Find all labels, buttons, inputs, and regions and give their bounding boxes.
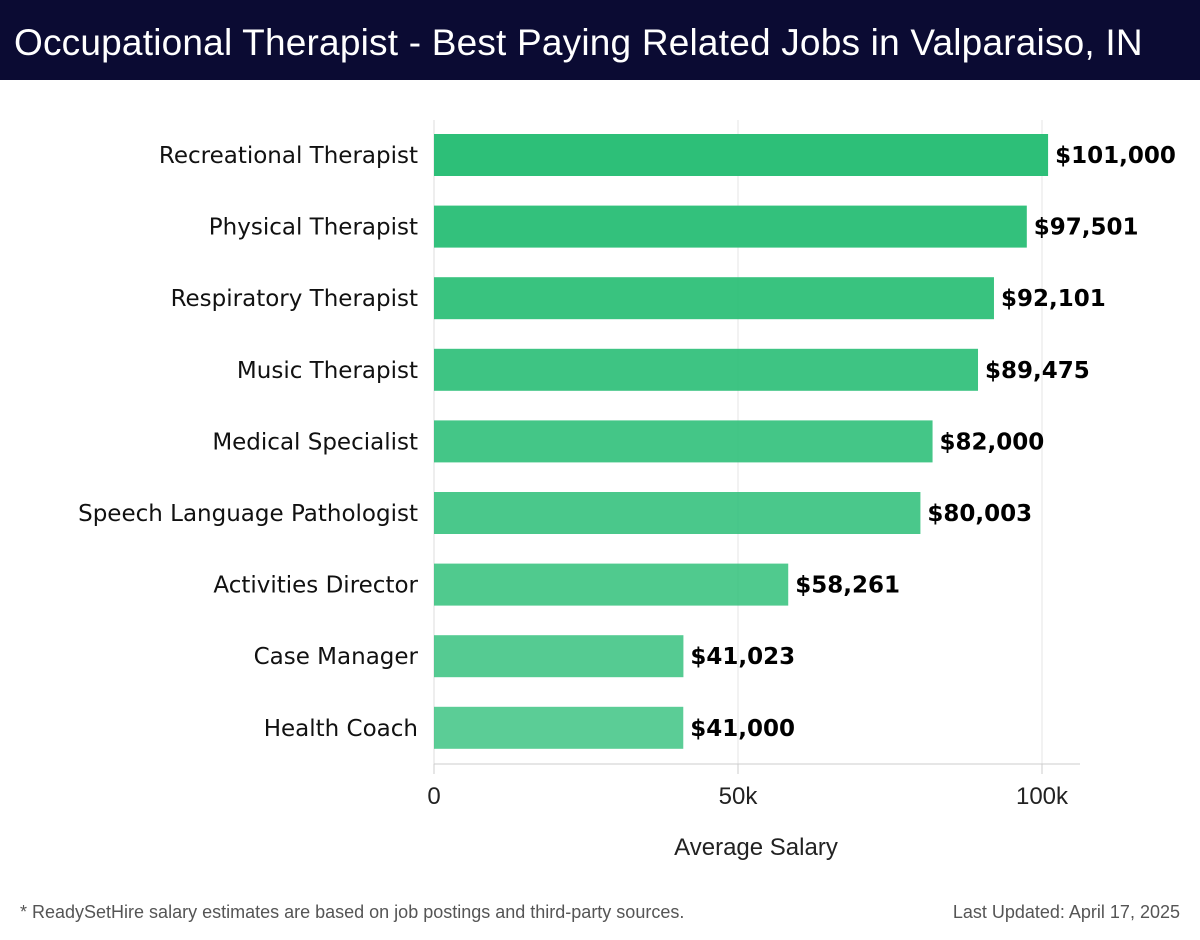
category-label: Respiratory Therapist — [171, 286, 418, 312]
category-label: Recreational Therapist — [159, 143, 418, 169]
chart-title: Occupational Therapist - Best Paying Rel… — [14, 22, 1143, 63]
x-tick-label: 0 — [427, 783, 440, 810]
bar — [434, 635, 684, 678]
bar — [434, 277, 994, 320]
bars — [434, 134, 1049, 749]
value-label: $58,261 — [795, 573, 900, 599]
category-label: Activities Director — [213, 573, 418, 599]
value-label: $41,023 — [690, 644, 795, 670]
bar — [434, 492, 921, 534]
chart-header: Occupational Therapist - Best Paying Rel… — [0, 0, 1200, 80]
category-label: Speech Language Pathologist — [78, 501, 418, 527]
bar — [434, 205, 1027, 248]
value-label: $97,501 — [1034, 215, 1139, 241]
x-tick-label: 100k — [1016, 783, 1069, 810]
bar — [434, 134, 1049, 176]
category-label: Physical Therapist — [209, 215, 418, 241]
footer-note: * ReadySetHire salary estimates are base… — [20, 902, 685, 922]
category-label: Case Manager — [254, 644, 419, 670]
value-label: $41,000 — [690, 716, 795, 742]
bar — [434, 706, 684, 749]
labels: 0 50k 100k Recreational Therapist $101,000 Ph… — [78, 143, 1176, 810]
bar — [434, 348, 979, 391]
value-label: $101,000 — [1055, 143, 1176, 169]
value-label: $80,003 — [927, 501, 1032, 527]
x-axis-title: Average Salary — [674, 834, 838, 861]
value-label: $89,475 — [985, 358, 1090, 384]
value-label: $92,101 — [1001, 286, 1106, 312]
value-label: $82,000 — [940, 429, 1045, 455]
salary-bar-chart: 0 50k 100k Recreational Therapist $101,000 Ph… — [78, 120, 1176, 861]
category-label: Medical Specialist — [212, 429, 418, 455]
category-label: Health Coach — [264, 716, 418, 742]
bar — [434, 420, 933, 463]
x-tick-label: 50k — [719, 783, 759, 810]
bar — [434, 563, 789, 606]
footer-last-updated: Last Updated: April 17, 2025 — [952, 902, 1180, 922]
category-label: Music Therapist — [237, 358, 418, 384]
